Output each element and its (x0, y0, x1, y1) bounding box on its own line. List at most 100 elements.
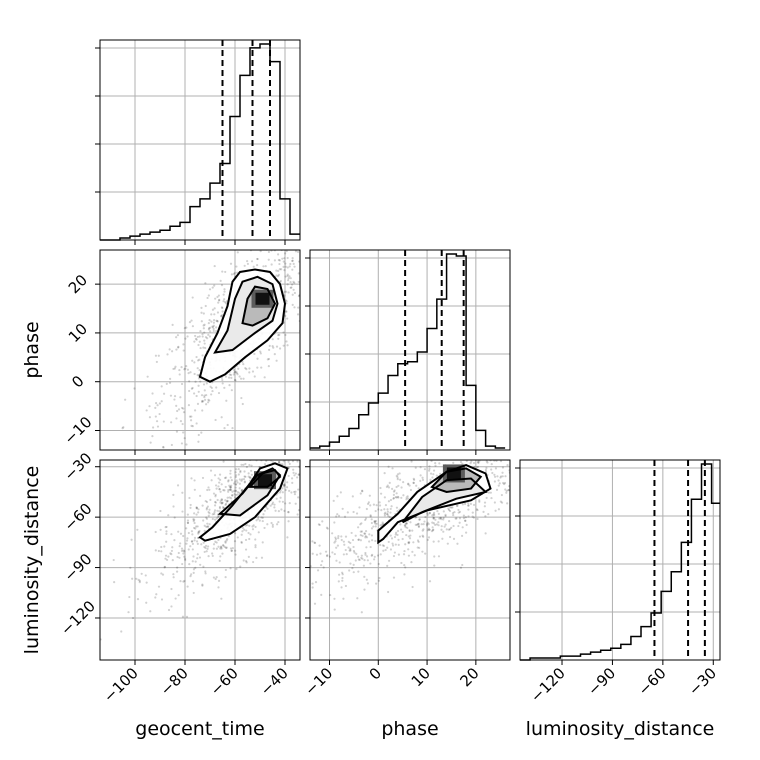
sample-point (417, 525, 420, 529)
sample-point (292, 288, 295, 291)
sample-point (333, 597, 336, 600)
sample-point (343, 515, 347, 518)
sample-point (396, 510, 399, 513)
sample-point (262, 243, 264, 245)
sample-point (432, 528, 435, 531)
sample-point (194, 380, 197, 383)
sample-point (407, 541, 410, 544)
sample-point (459, 460, 463, 464)
sample-point (391, 467, 394, 470)
sample-point (315, 284, 317, 286)
sample-point (163, 565, 167, 568)
sample-point (392, 496, 395, 500)
sample-point (183, 579, 186, 583)
sample-point (313, 270, 315, 272)
sample-point (211, 325, 214, 328)
sample-point (465, 531, 468, 534)
sample-point (428, 580, 432, 583)
sample-point (192, 518, 195, 521)
sample-point (159, 528, 162, 531)
sample-point (387, 540, 390, 544)
sample-point (325, 526, 329, 529)
sample-point (355, 552, 358, 556)
sample-point (187, 404, 191, 407)
sample-point (253, 352, 256, 356)
sample-point (228, 496, 231, 499)
sample-point (250, 473, 253, 476)
sample-point (223, 476, 227, 480)
sample-point (412, 477, 415, 480)
sample-point (198, 556, 202, 559)
sample-point (226, 499, 229, 502)
sample-point (400, 496, 403, 499)
sample-point (316, 569, 320, 572)
sample-point (440, 525, 443, 528)
sample-point (288, 265, 291, 268)
sample-point (338, 573, 341, 576)
sample-point (272, 454, 274, 456)
sample-point (274, 509, 277, 512)
sample-point (300, 451, 302, 453)
sample-point (392, 490, 396, 493)
sample-point (286, 317, 289, 320)
sample-point (379, 543, 382, 547)
sample-point (566, 436, 568, 438)
sample-point (216, 311, 220, 314)
sample-point (215, 386, 218, 389)
sample-point (210, 313, 213, 316)
sample-point (487, 426, 489, 428)
sample-point (334, 540, 337, 543)
sample-point (417, 523, 420, 526)
sample-point (262, 265, 265, 268)
sample-point (205, 500, 209, 504)
sample-point (412, 541, 415, 544)
sample-point (163, 566, 166, 569)
sample-point (478, 499, 481, 502)
sample-point (159, 509, 162, 513)
sample-point (213, 284, 216, 287)
sample-point (311, 489, 313, 491)
sample-point (282, 485, 285, 488)
sample-point (461, 503, 464, 506)
sample-point (232, 482, 236, 485)
sample-point (335, 515, 338, 518)
sample-point (281, 491, 284, 494)
sample-point (363, 575, 366, 578)
sample-point (218, 473, 222, 476)
sample-point (398, 478, 402, 481)
sample-point (442, 516, 445, 519)
sample-point (337, 537, 340, 540)
sample-point (241, 402, 244, 406)
sample-point (244, 366, 247, 370)
sample-point (416, 539, 420, 542)
sample-point (269, 456, 271, 458)
sample-point (165, 382, 168, 385)
sample-point (205, 403, 208, 406)
sample-point (216, 319, 219, 323)
sample-point (297, 457, 299, 459)
sample-point (235, 271, 239, 274)
sample-point (527, 428, 529, 430)
sample-point (427, 469, 431, 472)
sample-point (219, 501, 222, 504)
sample-point (399, 528, 403, 531)
sample-point (373, 555, 376, 558)
sample-point (306, 473, 308, 475)
sample-point (360, 489, 364, 492)
sample-point (289, 277, 292, 280)
sample-point (464, 519, 467, 522)
sample-point (233, 370, 237, 373)
sample-point (500, 501, 504, 504)
sample-point (331, 532, 334, 535)
sample-point (313, 541, 316, 544)
sample-point (386, 564, 389, 568)
sample-point (171, 350, 174, 353)
sample-point (201, 333, 204, 336)
sample-point (271, 525, 274, 528)
sample-point (287, 431, 289, 433)
sample-point (238, 487, 241, 490)
sample-point (469, 502, 473, 505)
sample-point (281, 257, 284, 260)
sample-point (245, 559, 248, 563)
sample-point (234, 483, 238, 486)
